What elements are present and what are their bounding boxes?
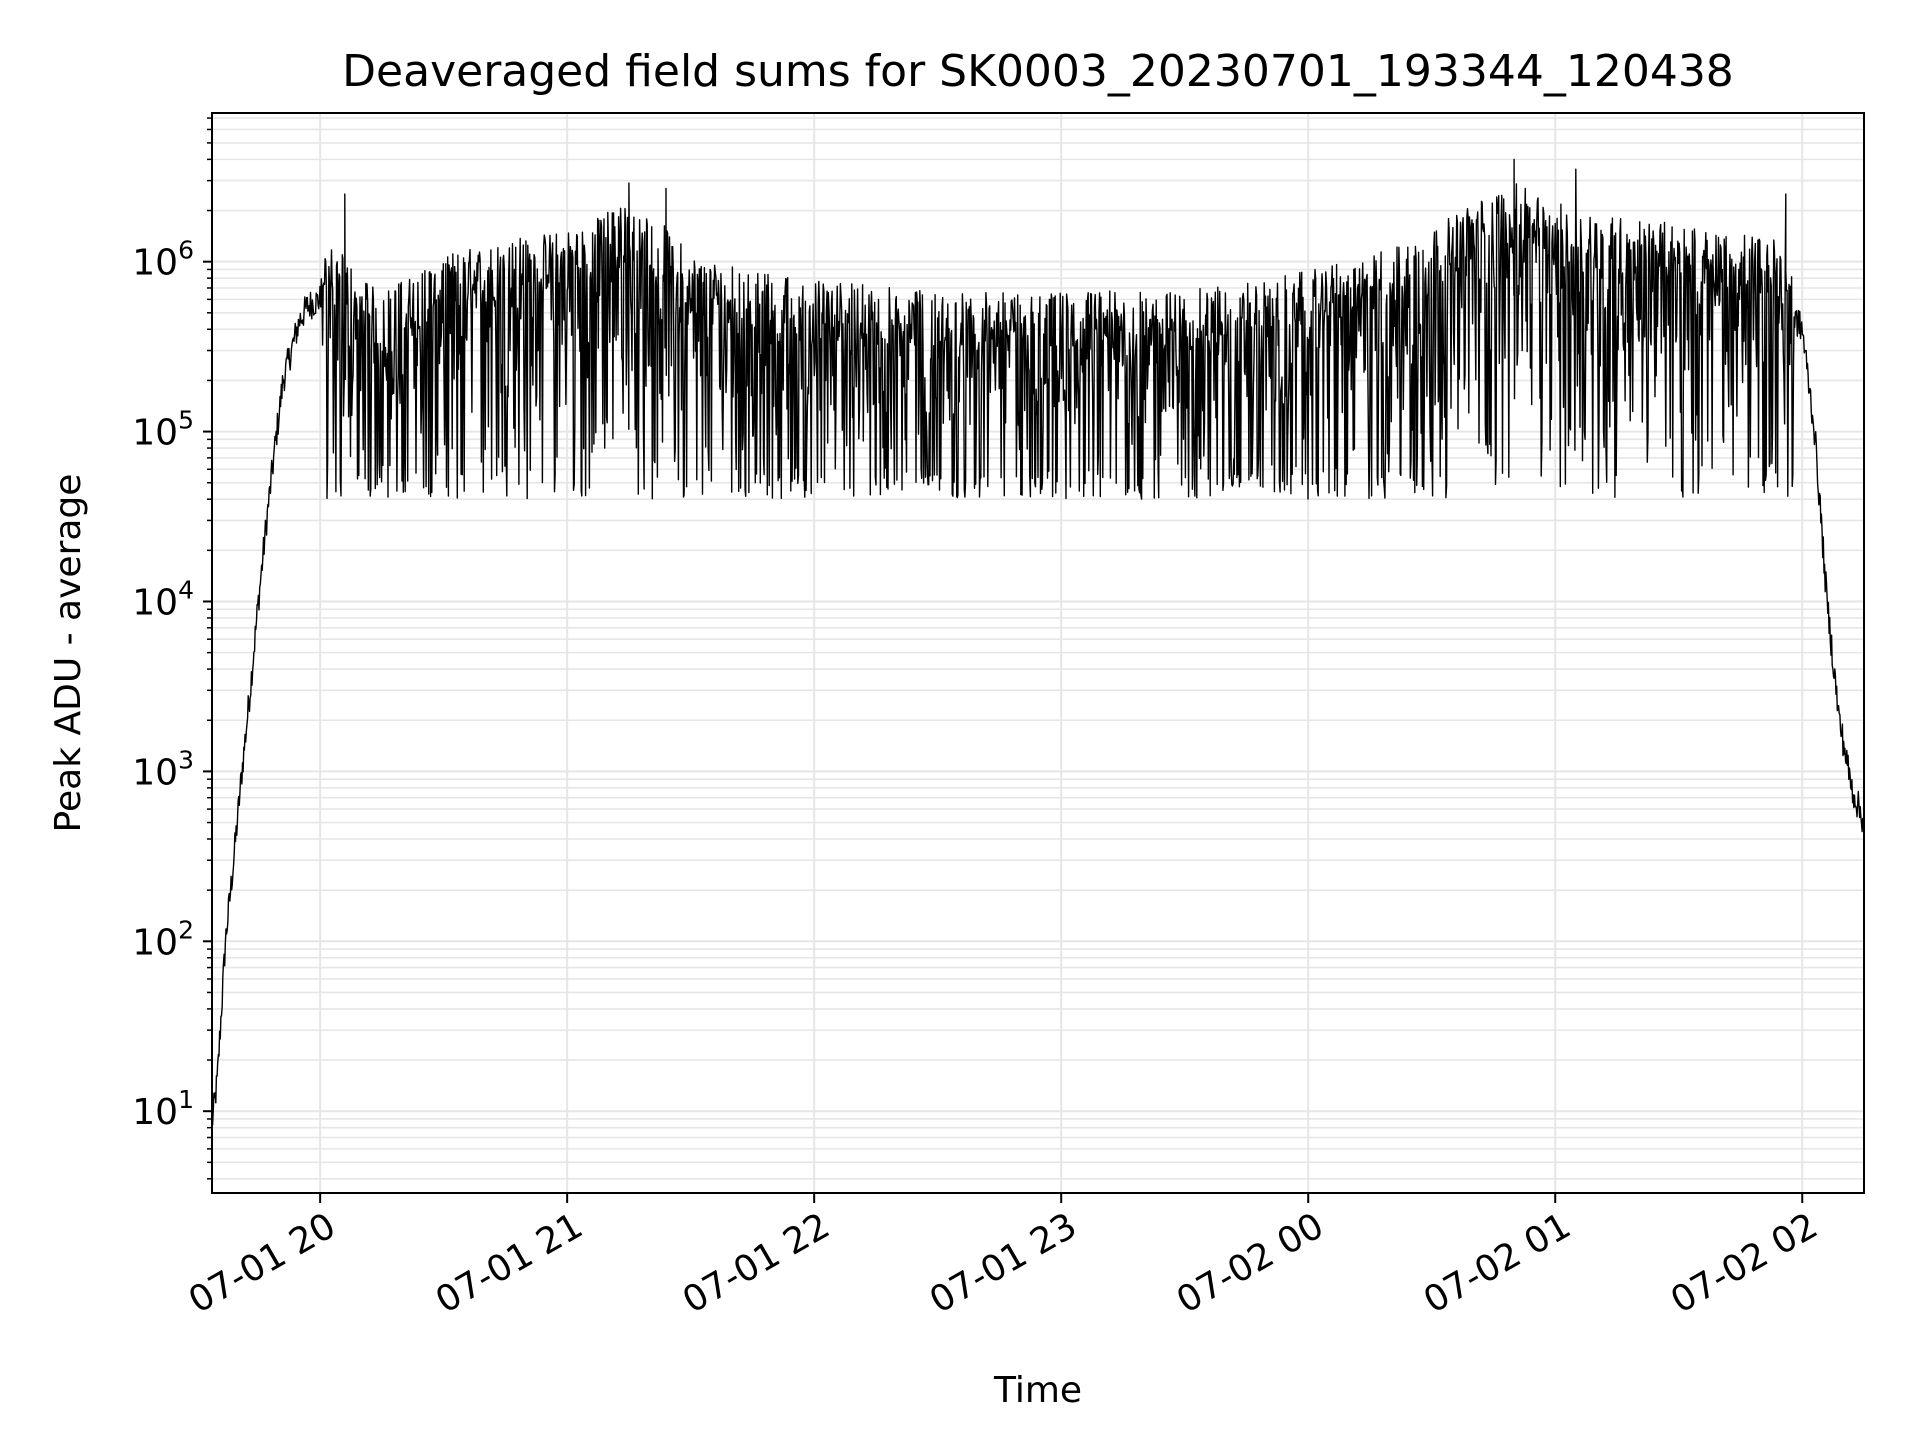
y-tick-label: 102 xyxy=(132,915,194,963)
y-tick-label: 106 xyxy=(132,236,194,284)
x-axis-label: Time xyxy=(993,1370,1082,1411)
grid xyxy=(212,113,1864,1193)
y-tick-label: 103 xyxy=(132,745,194,793)
y-axis-ticks: 101 102 103 104 105 106 xyxy=(132,117,212,1180)
y-tick-label: 105 xyxy=(132,406,194,454)
chart-title: Deaveraged field sums for SK0003_2023070… xyxy=(342,46,1734,97)
series-line xyxy=(211,158,1865,1126)
y-tick-label: 104 xyxy=(132,575,194,623)
series xyxy=(211,158,1865,1126)
y-tick-label: 101 xyxy=(132,1085,194,1133)
y-axis-label: Peak ADU - average xyxy=(48,474,89,833)
